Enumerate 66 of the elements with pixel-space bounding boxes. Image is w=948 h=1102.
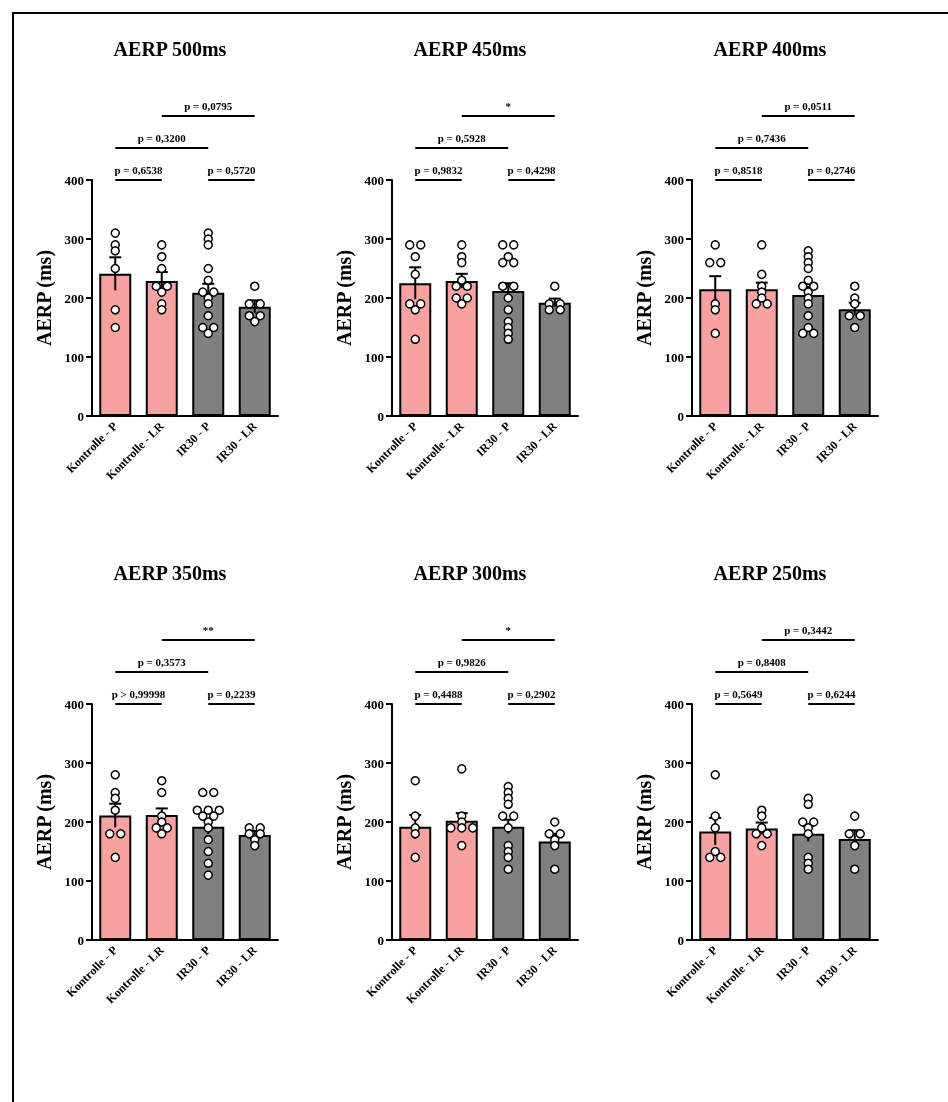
y-tick-label: 100 (664, 349, 684, 365)
y-tick-label: 400 (664, 696, 684, 712)
y-tick-label: 300 (64, 231, 84, 247)
chart-title: AERP 250ms (713, 562, 827, 584)
y-axis-title: AERP (ms) (632, 773, 656, 871)
text: p = 0,5649 (714, 687, 764, 700)
y-tick-label: 400 (364, 172, 384, 188)
chart-title: AERP 400ms (713, 38, 827, 60)
y-tick-label: 0 (677, 408, 684, 424)
text: p = 0,5720 (207, 163, 257, 176)
text: p = 0,4488 (414, 687, 464, 700)
text: p = 0,0795 (184, 99, 233, 112)
y-tick-label: 0 (377, 408, 384, 424)
y-tick-label: 200 (364, 290, 384, 306)
y-tick-label: 400 (364, 696, 384, 712)
y-tick-label: 100 (64, 873, 84, 889)
text: p > 0,99998 (111, 687, 166, 700)
y-tick-label: 200 (664, 814, 684, 830)
y-tick-label: 100 (364, 873, 384, 889)
y-tick-label: 0 (77, 932, 84, 948)
y-tick-label: 200 (364, 814, 384, 830)
text: p = 0,2902 (507, 687, 557, 700)
text: p = 0,8518 (714, 163, 764, 176)
y-tick-label: 300 (664, 231, 684, 247)
text: p = 0,6538 (114, 163, 164, 176)
text: p = 0,2239 (207, 687, 257, 700)
y-tick-label: 100 (64, 349, 84, 365)
text: p = 0,8408 (737, 655, 787, 668)
y-tick-label: 300 (664, 755, 684, 771)
y-tick-label: 100 (364, 349, 384, 365)
chart-title: AERP 450ms (413, 38, 527, 60)
chart-title: AERP 350ms (113, 562, 227, 584)
text: p = 0,9826 (437, 655, 487, 668)
chart-title: AERP 300ms (413, 562, 527, 584)
text: p = 0,4298 (507, 163, 557, 176)
y-tick-label: 300 (64, 755, 84, 771)
y-tick-label: 0 (677, 932, 684, 948)
text: ** (202, 623, 215, 636)
text: * (505, 99, 512, 112)
text: p = 0,3200 (137, 131, 187, 144)
text: p = 0,7436 (737, 131, 787, 144)
y-tick-label: 300 (364, 755, 384, 771)
text: p = 0,2746 (807, 163, 857, 176)
text: p = 0,0511 (784, 99, 833, 112)
y-tick-label: 200 (64, 814, 84, 830)
y-tick-label: 300 (364, 231, 384, 247)
text: p = 0,3573 (137, 655, 187, 668)
y-tick-label: 200 (64, 290, 84, 306)
y-tick-label: 0 (377, 932, 384, 948)
y-tick-label: 400 (64, 172, 84, 188)
y-axis-title: AERP (ms) (632, 249, 656, 347)
y-tick-label: 200 (664, 290, 684, 306)
y-tick-label: 400 (64, 696, 84, 712)
y-axis-title: AERP (ms) (332, 249, 356, 347)
text: p = 0,3442 (784, 623, 833, 636)
chart-title: AERP 500ms (113, 38, 227, 60)
y-tick-label: 100 (664, 873, 684, 889)
y-axis-title: AERP (ms) (332, 773, 356, 871)
text: p = 0,5928 (437, 131, 487, 144)
y-axis-title: AERP (ms) (32, 249, 56, 347)
text: p = 0,9832 (414, 163, 464, 176)
y-tick-label: 400 (664, 172, 684, 188)
y-tick-label: 0 (77, 408, 84, 424)
text: p = 0,6244 (807, 687, 857, 700)
text: * (505, 623, 512, 636)
y-axis-title: AERP (ms) (32, 773, 56, 871)
